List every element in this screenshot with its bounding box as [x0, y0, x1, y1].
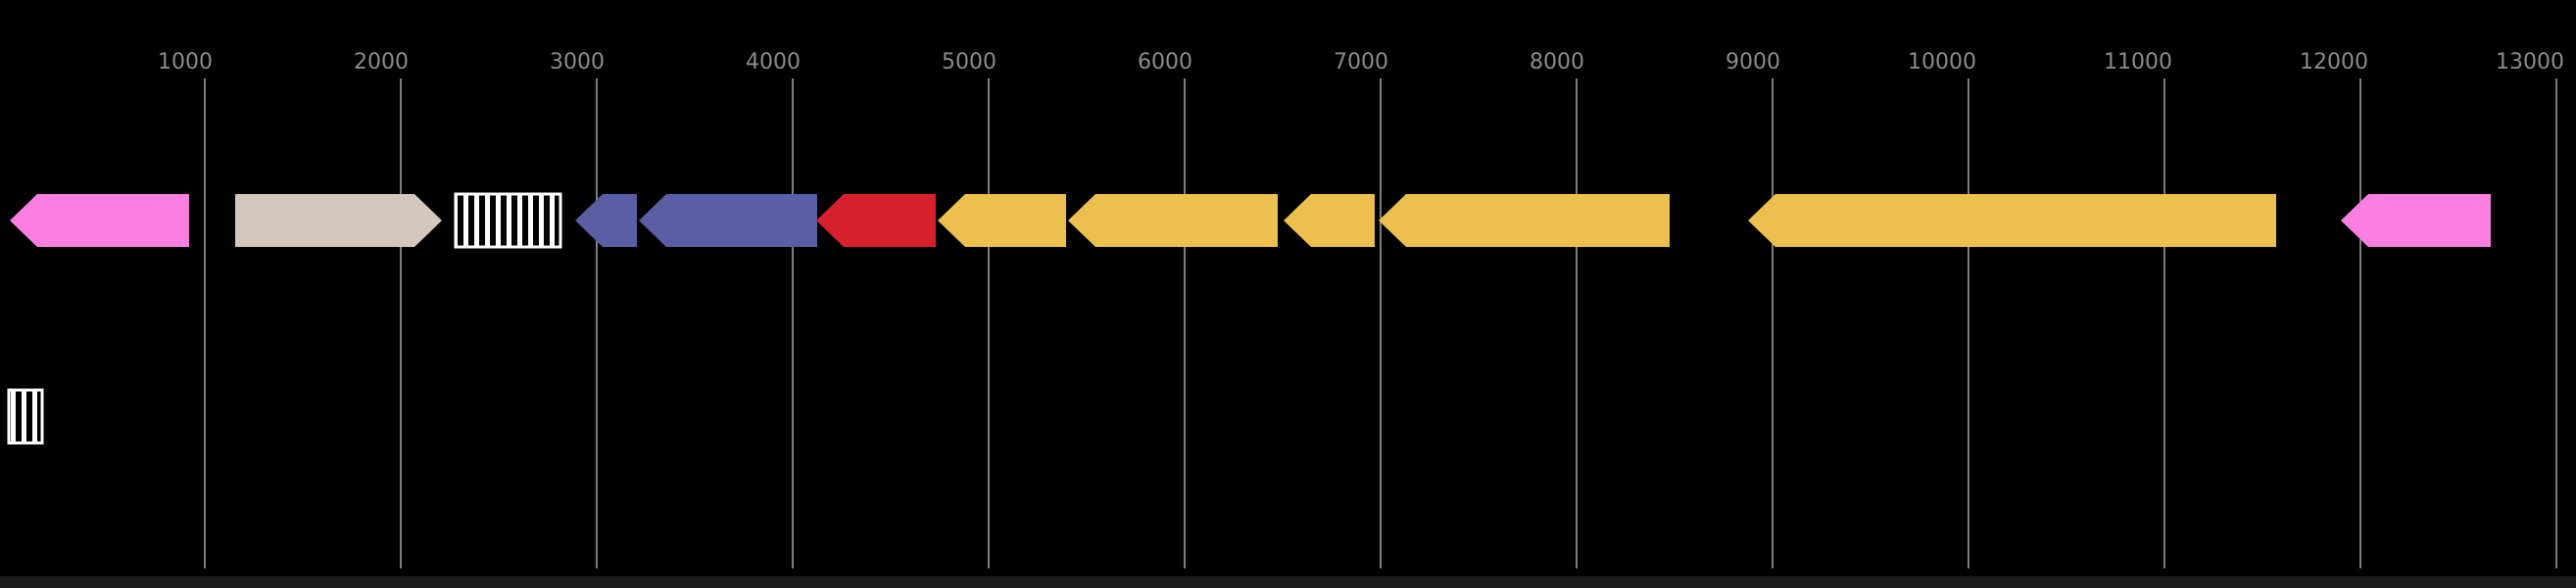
gene-arrow-gold-feature-09 [1284, 194, 1375, 247]
tick-label-3000: 3000 [550, 50, 605, 74]
tick-label-2000: 2000 [354, 50, 409, 74]
tick-label-13000: 13000 [2496, 50, 2564, 74]
gene-arrow-gold-feature-08 [1068, 194, 1278, 247]
gene-arrow-gold-feature-07 [938, 194, 1066, 247]
gene-arrow-pink-feature-12 [2341, 194, 2491, 247]
tick-label-7000: 7000 [1334, 50, 1388, 74]
gene-arrow-blue-feature-04 [575, 194, 637, 247]
tick-label-11000: 11000 [2104, 50, 2172, 74]
hatched-feature-box-feature-13 [7, 388, 44, 445]
gene-arrow-pink-feature-01 [10, 194, 189, 247]
tick-label-6000: 6000 [1138, 50, 1192, 74]
gene-arrow-blue-feature-05 [639, 194, 817, 247]
tick-label-5000: 5000 [942, 50, 996, 74]
tick-label-9000: 9000 [1725, 50, 1780, 74]
tick-label-4000: 4000 [746, 50, 801, 74]
bottom-edge-bar [0, 576, 2576, 588]
gene-arrow-beige-feature-02 [235, 194, 442, 247]
tick-label-8000: 8000 [1530, 50, 1584, 74]
gene-arrow-red-feature-06 [816, 194, 936, 247]
hatched-feature-box-feature-03 [454, 192, 562, 249]
tick-label-1000: 1000 [158, 50, 213, 74]
gene-arrow-gold-feature-11 [1748, 194, 2276, 247]
gene-arrow-gold-feature-10 [1379, 194, 1670, 247]
tick-label-12000: 12000 [2300, 50, 2368, 74]
tick-label-10000: 10000 [1908, 50, 1976, 74]
